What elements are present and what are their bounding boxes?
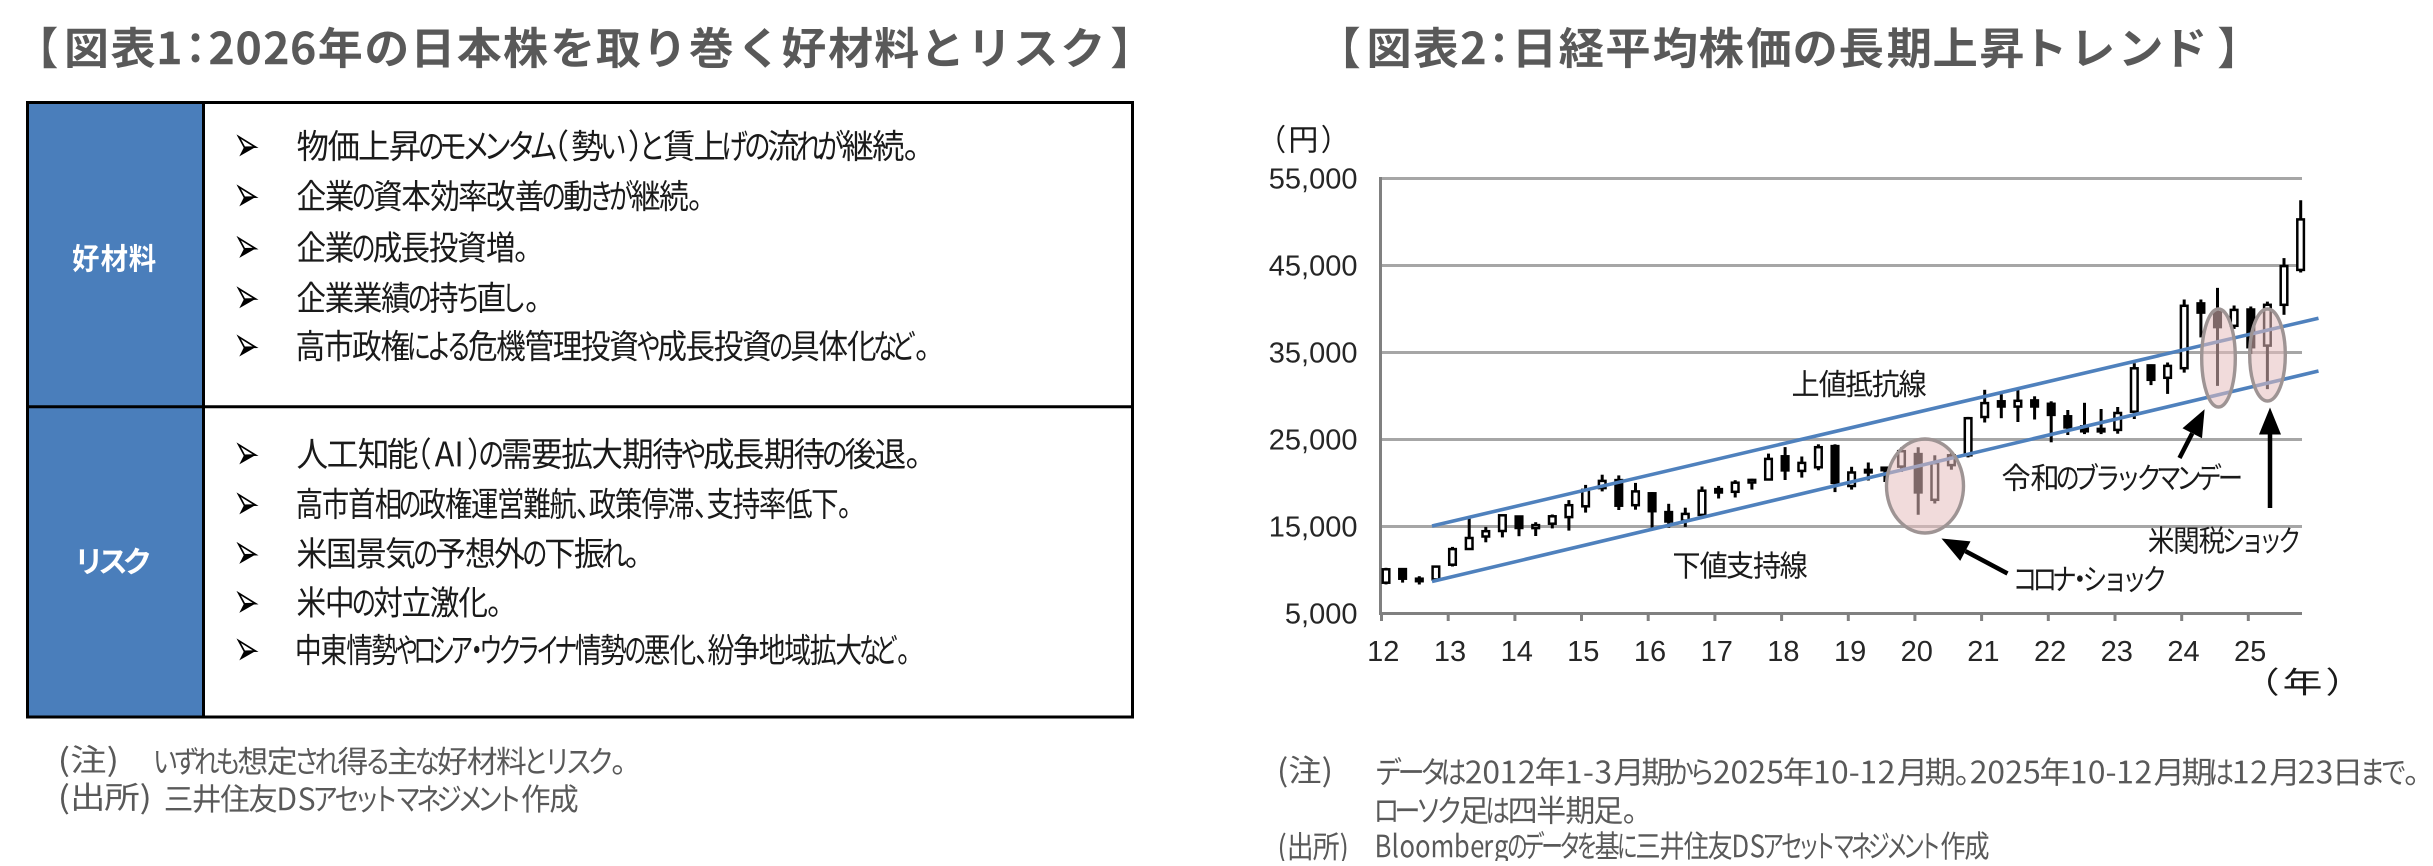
svg-text:12: 12 bbox=[1367, 636, 1399, 668]
svg-text:14: 14 bbox=[1501, 636, 1533, 668]
svg-text:20: 20 bbox=[1901, 636, 1933, 668]
svg-text:45,000: 45,000 bbox=[1269, 251, 1358, 283]
svg-text:19: 19 bbox=[1834, 636, 1866, 668]
svg-text:15: 15 bbox=[1567, 636, 1599, 668]
svg-text:35,000: 35,000 bbox=[1269, 338, 1358, 370]
svg-text:18: 18 bbox=[1767, 636, 1799, 668]
svg-text:55,000: 55,000 bbox=[1269, 164, 1358, 196]
svg-text:22: 22 bbox=[2034, 636, 2066, 668]
svg-text:16: 16 bbox=[1634, 636, 1666, 668]
svg-text:21: 21 bbox=[1967, 636, 1999, 668]
svg-text:24: 24 bbox=[2167, 636, 2199, 668]
svg-text:25,000: 25,000 bbox=[1269, 425, 1358, 457]
svg-text:17: 17 bbox=[1701, 636, 1733, 668]
svg-text:25: 25 bbox=[2234, 636, 2266, 668]
svg-text:23: 23 bbox=[2101, 636, 2133, 668]
svg-text:5,000: 5,000 bbox=[1285, 599, 1358, 631]
svg-text:13: 13 bbox=[1434, 636, 1466, 668]
svg-text:15,000: 15,000 bbox=[1269, 512, 1358, 544]
